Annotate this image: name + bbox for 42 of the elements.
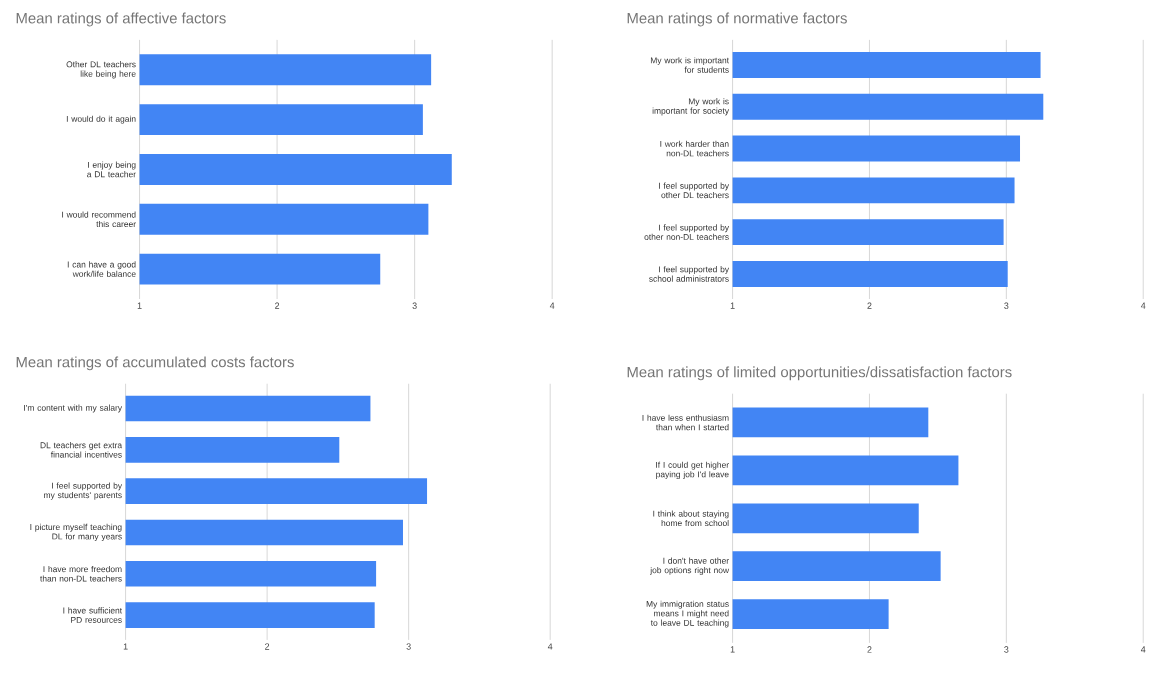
y-tick-label: I work harder than non-DL teachers	[660, 140, 729, 157]
y-tick-label: My work is important for students	[650, 57, 729, 73]
x-tick-label: 2	[867, 302, 872, 309]
x-tick-label: 2	[265, 643, 270, 650]
x-tick-label: 3	[1004, 646, 1009, 653]
y-tick-label: Other DL teachers like being here	[66, 61, 136, 79]
y-tick-label: I feel supported by school administrators	[649, 266, 730, 282]
x-tick-label: 4	[1140, 646, 1146, 653]
chart-title: Mean ratings of limited opportunities/dissatisfaction factors	[627, 366, 1012, 381]
x-tick-label: 4	[547, 643, 553, 650]
y-tick-label: I would do it again	[66, 115, 136, 124]
y-tick-label: I feel supported by other non-DL teachers	[644, 224, 730, 241]
x-tick-label: 1	[137, 302, 142, 309]
x-tick-label: 1	[730, 646, 735, 653]
y-tick-label: I'm content with my salary	[24, 404, 123, 413]
y-tick-label: I think about staying home from school	[653, 510, 729, 527]
x-tick-label: 2	[275, 302, 280, 309]
y-tick-label: I don't have other job options right now	[650, 557, 730, 575]
x-tick-label: 1	[123, 643, 128, 650]
x-tick-label: 4	[549, 302, 555, 309]
x-tick-label: 3	[412, 302, 417, 309]
chart-title: Mean ratings of affective factors	[16, 12, 226, 27]
y-tick-label: I have less enthusiasm than when I started	[642, 414, 729, 431]
chart-title: Mean ratings of accumulated costs factors	[16, 356, 294, 371]
x-tick-label: 3	[406, 643, 411, 650]
y-tick-label: I feel supported by my students' parents	[44, 482, 123, 500]
chart-title: Mean ratings of normative factors	[627, 12, 847, 27]
y-tick-label: I have more freedom than non-DL teachers	[40, 566, 122, 582]
y-tick-label: My work is important for society	[652, 98, 730, 116]
x-tick-label: 2	[867, 646, 872, 653]
x-tick-label: 4	[1140, 302, 1146, 309]
x-tick-label: 1	[730, 302, 735, 309]
y-tick-label: DL teachers get extra financial incentives	[40, 442, 123, 458]
y-tick-label: My immigration status means I might need to leave DL teaching	[646, 600, 729, 628]
y-tick-label: If I could get higher paying job I'd leave	[656, 461, 729, 480]
y-tick-label: I would recommend this career	[62, 211, 136, 228]
y-tick-label: I picture myself teaching DL for many years	[30, 523, 122, 542]
y-tick-label: I have sufficient PD resources	[63, 607, 123, 624]
y-tick-label: I enjoy being a DL teacher	[87, 161, 136, 178]
x-tick-label: 3	[1004, 302, 1009, 309]
y-tick-label: I can have a good work/life balance	[67, 261, 136, 278]
y-tick-label: I feel supported by other DL teachers	[659, 182, 730, 199]
